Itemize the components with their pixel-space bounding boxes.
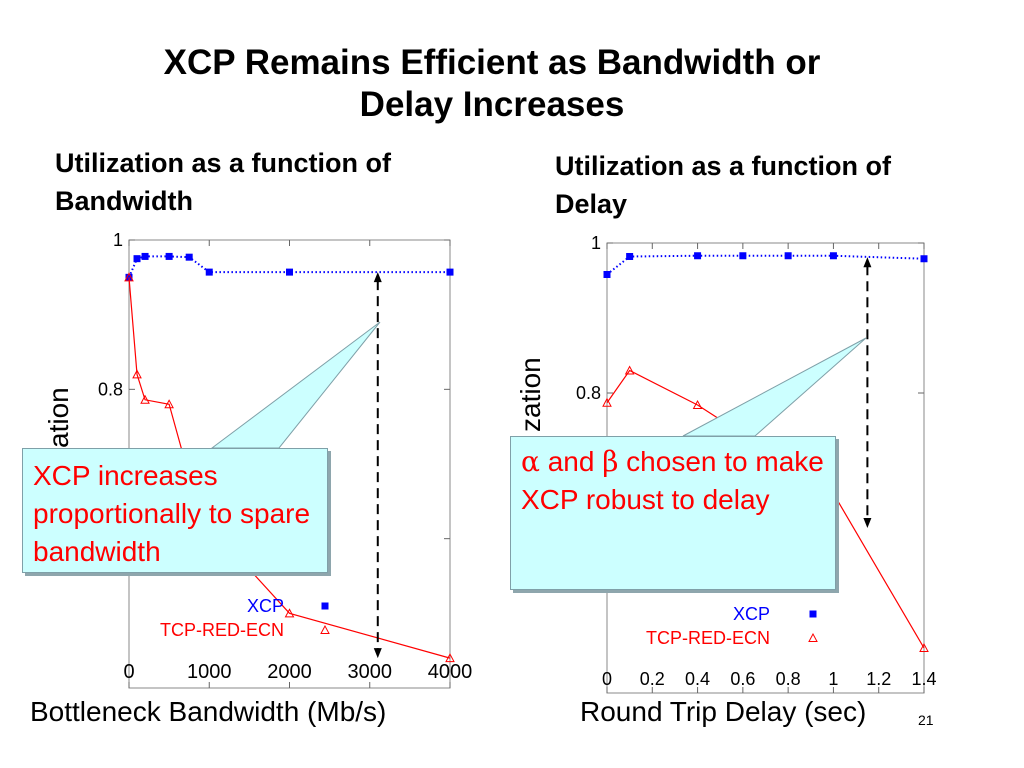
tcp-point — [132, 369, 142, 379]
gap-arrow-head-bottom — [373, 648, 382, 659]
series-line-tcp-red-ecn — [128, 277, 451, 659]
slide-title-line1: XCP Remains Efficient as Bandwidth or — [163, 43, 821, 82]
x-tick-label-2000: 2000 — [267, 661, 312, 683]
subtitle-delay: Utilization as a function of Delay — [555, 151, 891, 219]
callout-alpha-beta: α and β chosen to make XCP robust to del… — [510, 436, 836, 590]
subtitle-bandwidth: Utilization as a function of Bandwidth — [55, 148, 391, 216]
x-tick-label-3000: 3000 — [348, 661, 393, 683]
x-tick-label-0-8: 0.8 — [776, 669, 801, 689]
xcp-point — [165, 252, 173, 260]
slide-number: 21 — [918, 712, 934, 728]
y-tick-label-0-8: 0.8 — [98, 379, 123, 399]
xcp-point — [286, 268, 293, 276]
tcp-point — [445, 653, 455, 663]
callout-xcp-proportional: XCP increases proportionally to spare ba… — [22, 448, 328, 573]
legend-marker-xcp — [809, 610, 817, 618]
xcp-point — [626, 253, 634, 260]
tcp-point — [164, 399, 174, 409]
xcp-point — [694, 252, 702, 260]
beta-symbol: β — [602, 445, 619, 478]
xcp-point — [133, 255, 141, 263]
callout-right-text: chosen to make XCP robust to delay — [521, 446, 824, 515]
x-tick-label-0: 0 — [123, 661, 134, 683]
xcp-point — [446, 268, 454, 276]
tcp-point — [624, 365, 635, 375]
x-axis-label-bandwidth: Bottleneck Bandwidth (Mb/s) — [30, 696, 387, 727]
tcp-point — [692, 399, 703, 409]
legend-marker-tcp-red-ecn — [320, 624, 330, 634]
x-tick-label-1: 1 — [828, 669, 838, 689]
tcp-point — [124, 272, 134, 282]
legend-label-xcp: XCP — [247, 596, 284, 616]
tcp-point — [284, 608, 295, 618]
legend-label-tcp-red-ecn: TCP-RED-ECN — [646, 628, 770, 648]
x-tick-label-0-4: 0.4 — [685, 669, 710, 689]
x-tick-label-0: 0 — [602, 669, 612, 689]
alpha-symbol: α — [521, 445, 540, 478]
x-tick-label-0-6: 0.6 — [730, 669, 755, 689]
legend-marker-xcp — [321, 602, 329, 610]
y-tick-label-1: 1 — [113, 230, 123, 250]
legend-marker-tcp-red-ecn — [808, 632, 818, 642]
callout-pointer — [682, 337, 867, 437]
y-tick-label-1: 1 — [591, 233, 601, 253]
tcp-point — [140, 394, 150, 404]
gap-arrow-head-bottom — [863, 518, 872, 528]
y-tick-label-0-8: 0.8 — [576, 383, 601, 403]
callout-left-text: XCP increases proportionally to spare ba… — [33, 460, 311, 567]
x-tick-label-4000: 4000 — [428, 661, 473, 683]
x-tick-label-1-4: 1.4 — [911, 669, 936, 689]
xcp-point — [829, 252, 837, 260]
x-axis-label-delay: Round Trip Delay (sec) — [580, 696, 867, 727]
slide-title: XCP Remains Efficient as Bandwidth or De… — [0, 42, 984, 126]
gap-arrow-head-top — [863, 257, 872, 268]
legend-label-xcp: XCP — [733, 604, 770, 624]
series-line-xcp — [606, 254, 925, 276]
xcp-point — [141, 252, 149, 260]
x-tick-label-1000: 1000 — [187, 661, 232, 683]
xcp-point — [205, 268, 213, 276]
xcp-point — [784, 252, 792, 260]
x-tick-label-1-2: 1.2 — [866, 669, 891, 689]
xcp-point — [603, 271, 611, 278]
slide-title-line2: Delay Increases — [359, 85, 625, 124]
xcp-point — [739, 252, 747, 260]
x-tick-label-0-2: 0.2 — [640, 669, 665, 689]
tcp-point — [602, 397, 612, 407]
callout-right-and: and — [539, 446, 603, 477]
legend-label-tcp-red-ecn: TCP-RED-ECN — [160, 620, 284, 640]
tcp-point — [919, 642, 929, 652]
gap-arrow-head-top — [373, 272, 382, 283]
y-axis-label-right: zation — [515, 357, 546, 432]
xcp-point — [185, 253, 193, 261]
series-line-xcp — [128, 255, 450, 278]
xcp-point — [920, 255, 928, 263]
